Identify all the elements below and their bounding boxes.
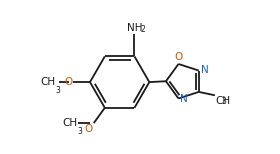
Text: O: O: [85, 124, 93, 134]
Text: CH: CH: [62, 118, 77, 128]
Text: N: N: [201, 65, 209, 75]
Text: N: N: [180, 94, 188, 104]
Text: NH: NH: [127, 23, 143, 33]
Text: 3: 3: [56, 86, 61, 95]
Text: O: O: [174, 52, 182, 62]
Text: 3: 3: [222, 97, 227, 106]
Text: O: O: [64, 77, 72, 87]
Text: 3: 3: [78, 127, 82, 136]
Text: 2: 2: [141, 25, 145, 34]
Text: CH: CH: [215, 96, 230, 106]
Text: CH: CH: [40, 77, 55, 87]
